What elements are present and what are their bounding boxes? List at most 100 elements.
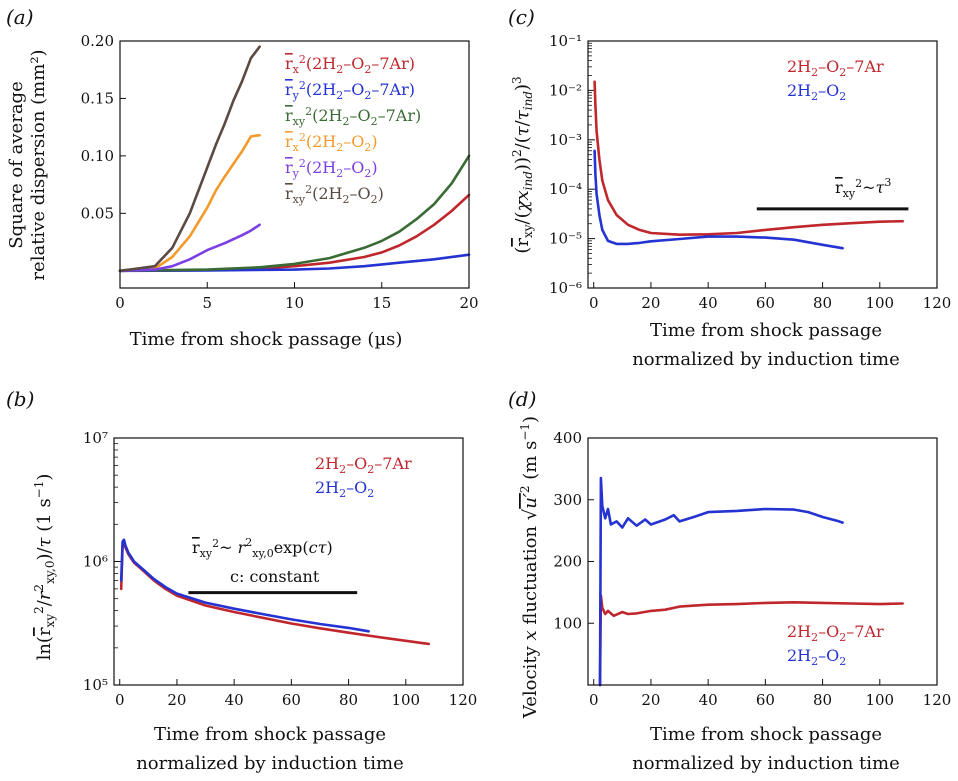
legend-d-ar: 2H2–O2–7Ar	[787, 622, 884, 644]
panel-c-ticks: 0 20 40 60 80 100 120 10⁻⁶ 10⁻⁵ 10⁻⁴ 10⁻³ 10⁻² 10⁻¹	[549, 32, 951, 312]
y-tick-label: 10⁻⁴	[549, 180, 582, 198]
panel-b-xlabel-line2: normalized by induction time	[136, 753, 404, 774]
panel-d-xlabel-line2: normalized by induction time	[632, 753, 900, 774]
y-tick-label: 10⁵	[83, 676, 108, 694]
panel-d-ticks: 0 20 40 60 80 100 120 100 200 300 400	[553, 429, 951, 709]
y-tick-label: 10⁻⁶	[549, 279, 582, 297]
y-tick-label: 300	[553, 491, 582, 509]
panel-a-series	[118, 45, 471, 273]
x-tick-label: 80	[339, 691, 358, 709]
y-tick-label: 0.20	[81, 32, 114, 50]
x-tick-label: 20	[641, 691, 660, 709]
x-tick-label: 0	[115, 294, 125, 312]
legend-c-ar: 2H2–O2–7Ar	[787, 57, 884, 79]
y-tick-label: 10⁻¹	[549, 32, 582, 50]
panel-c-xlabel-line1: Time from shock passage	[650, 320, 882, 341]
legend-b-o2: 2H2–O2	[315, 478, 374, 500]
legend-ry-ar: ry2(2H2–O2–7Ar)	[285, 79, 415, 102]
panel-b-legend: 2H2–O2–7Ar 2H2–O2	[315, 454, 412, 500]
panel-b-frame	[113, 437, 464, 686]
y-tick-label: 10⁻³	[549, 131, 582, 149]
legend-rx-ar: rx2(2H2–O2–7Ar)	[285, 53, 415, 76]
y-tick-label: 0.05	[81, 204, 114, 222]
x-tick-label: 5	[202, 294, 212, 312]
panel-b-ticks: 0 20 40 60 80 100 120 10⁵ 10⁶ 10⁷	[83, 429, 477, 709]
x-tick-label: 60	[282, 691, 301, 709]
panel-d-frame	[587, 437, 938, 686]
panel-a-label: (a)	[6, 5, 34, 29]
legend-rxy-o2: rxy2(2H2–O2)	[285, 183, 384, 206]
panel-a-ylabel-line2: relative dispersion (mm²)	[28, 49, 49, 280]
x-tick-label: 60	[756, 294, 775, 312]
x-tick-label: 100	[865, 294, 894, 312]
x-tick-label: 100	[865, 691, 894, 709]
panel-d-xlabel-line1: Time from shock passage	[650, 724, 882, 745]
panel-c-label: (c)	[508, 5, 535, 29]
panel-b-xlabel-line1: Time from shock passage	[154, 724, 386, 745]
x-tick-label: 80	[813, 294, 832, 312]
panel-b: (b) ln(rxy2/r2xy,0)/τ (1 s−1) Time from …	[6, 387, 477, 774]
panel-b-label: (b)	[6, 387, 34, 411]
series-line-4	[118, 133, 261, 273]
series-line-1	[598, 594, 905, 687]
panel-b-series	[119, 538, 431, 646]
panel-c: (c) (rxy/(χxind))2/(τ/τind)3 Time from s…	[508, 5, 951, 370]
panel-d: (d) Velocity x fluctuation √u′2 (m s−1) …	[508, 387, 951, 774]
y-tick-label: 10⁶	[83, 553, 108, 571]
panel-b-annotation-formula: rxy2~ r2xy,0exp(cτ)	[192, 536, 333, 560]
panel-d-ylabel: Velocity x fluctuation √u′2 (m s−1)	[518, 416, 541, 719]
y-tick-label: 10⁷	[83, 429, 108, 447]
series-line-1	[118, 193, 471, 273]
x-tick-label: 10	[285, 294, 304, 312]
panel-c-ylabel: (rxy/(χxind))2/(τ/τind)3	[510, 76, 535, 253]
legend-ry-o2: ry2(2H2–O2)	[285, 157, 378, 180]
series-line-5	[118, 223, 261, 273]
legend-c-o2: 2H2–O2	[787, 81, 846, 103]
x-tick-label: 40	[225, 691, 244, 709]
panel-a-xlabel: Time from shock passage (µs)	[130, 329, 403, 350]
panel-b-ylabel: ln(rxy2/r2xy,0)/τ (1 s−1)	[32, 474, 57, 661]
x-tick-label: 120	[449, 691, 478, 709]
panel-c-annotation-formula: rxy2~τ3	[835, 176, 891, 200]
y-tick-label: 0.10	[81, 147, 114, 165]
legend-rx-o2: rx2(2H2–O2)	[285, 131, 378, 154]
x-tick-label: 40	[699, 691, 718, 709]
y-tick-label: 10⁻⁵	[549, 230, 582, 248]
legend-d-o2: 2H2–O2	[787, 646, 846, 668]
x-tick-label: 40	[699, 294, 718, 312]
y-tick-label: 10⁻²	[549, 81, 582, 99]
panel-a-frame	[119, 40, 470, 289]
y-tick-label: 200	[553, 553, 582, 571]
panel-b-annotation-note: c: constant	[230, 567, 320, 586]
series-line-6	[118, 45, 261, 273]
x-tick-label: 60	[756, 691, 775, 709]
x-tick-label: 20	[641, 294, 660, 312]
y-tick-label: 400	[553, 429, 582, 447]
series-line-2	[593, 149, 844, 250]
panel-c-legend: 2H2–O2–7Ar 2H2–O2	[787, 57, 884, 103]
series-line-2	[119, 538, 370, 633]
panel-c-xlabel-line2: normalized by induction time	[632, 349, 900, 370]
series-line-2	[118, 253, 471, 273]
series-line-1	[593, 80, 905, 236]
y-tick-label: 0.15	[81, 89, 114, 107]
panel-a: (a) Square of average relative dispersio…	[6, 5, 479, 350]
panel-d-legend: 2H2–O2–7Ar 2H2–O2	[787, 622, 884, 668]
x-tick-label: 120	[923, 691, 952, 709]
series-line-2	[598, 476, 844, 687]
panel-c-frame	[587, 40, 938, 289]
panel-d-series	[598, 476, 905, 687]
panel-c-series	[593, 80, 905, 250]
panel-a-ticks: 0 5 10 15 20 0.05 0.10 0.15 0.20	[81, 32, 479, 312]
panel-d-label: (d)	[508, 387, 536, 411]
series-line-3	[118, 154, 471, 273]
x-tick-label: 20	[459, 294, 478, 312]
legend-b-ar: 2H2–O2–7Ar	[315, 454, 412, 476]
y-tick-label: 100	[553, 614, 582, 632]
x-tick-label: 100	[391, 691, 420, 709]
x-tick-label: 0	[589, 294, 599, 312]
panel-a-ylabel-line1: Square of average	[6, 81, 27, 248]
x-tick-label: 20	[167, 691, 186, 709]
x-tick-label: 80	[813, 691, 832, 709]
